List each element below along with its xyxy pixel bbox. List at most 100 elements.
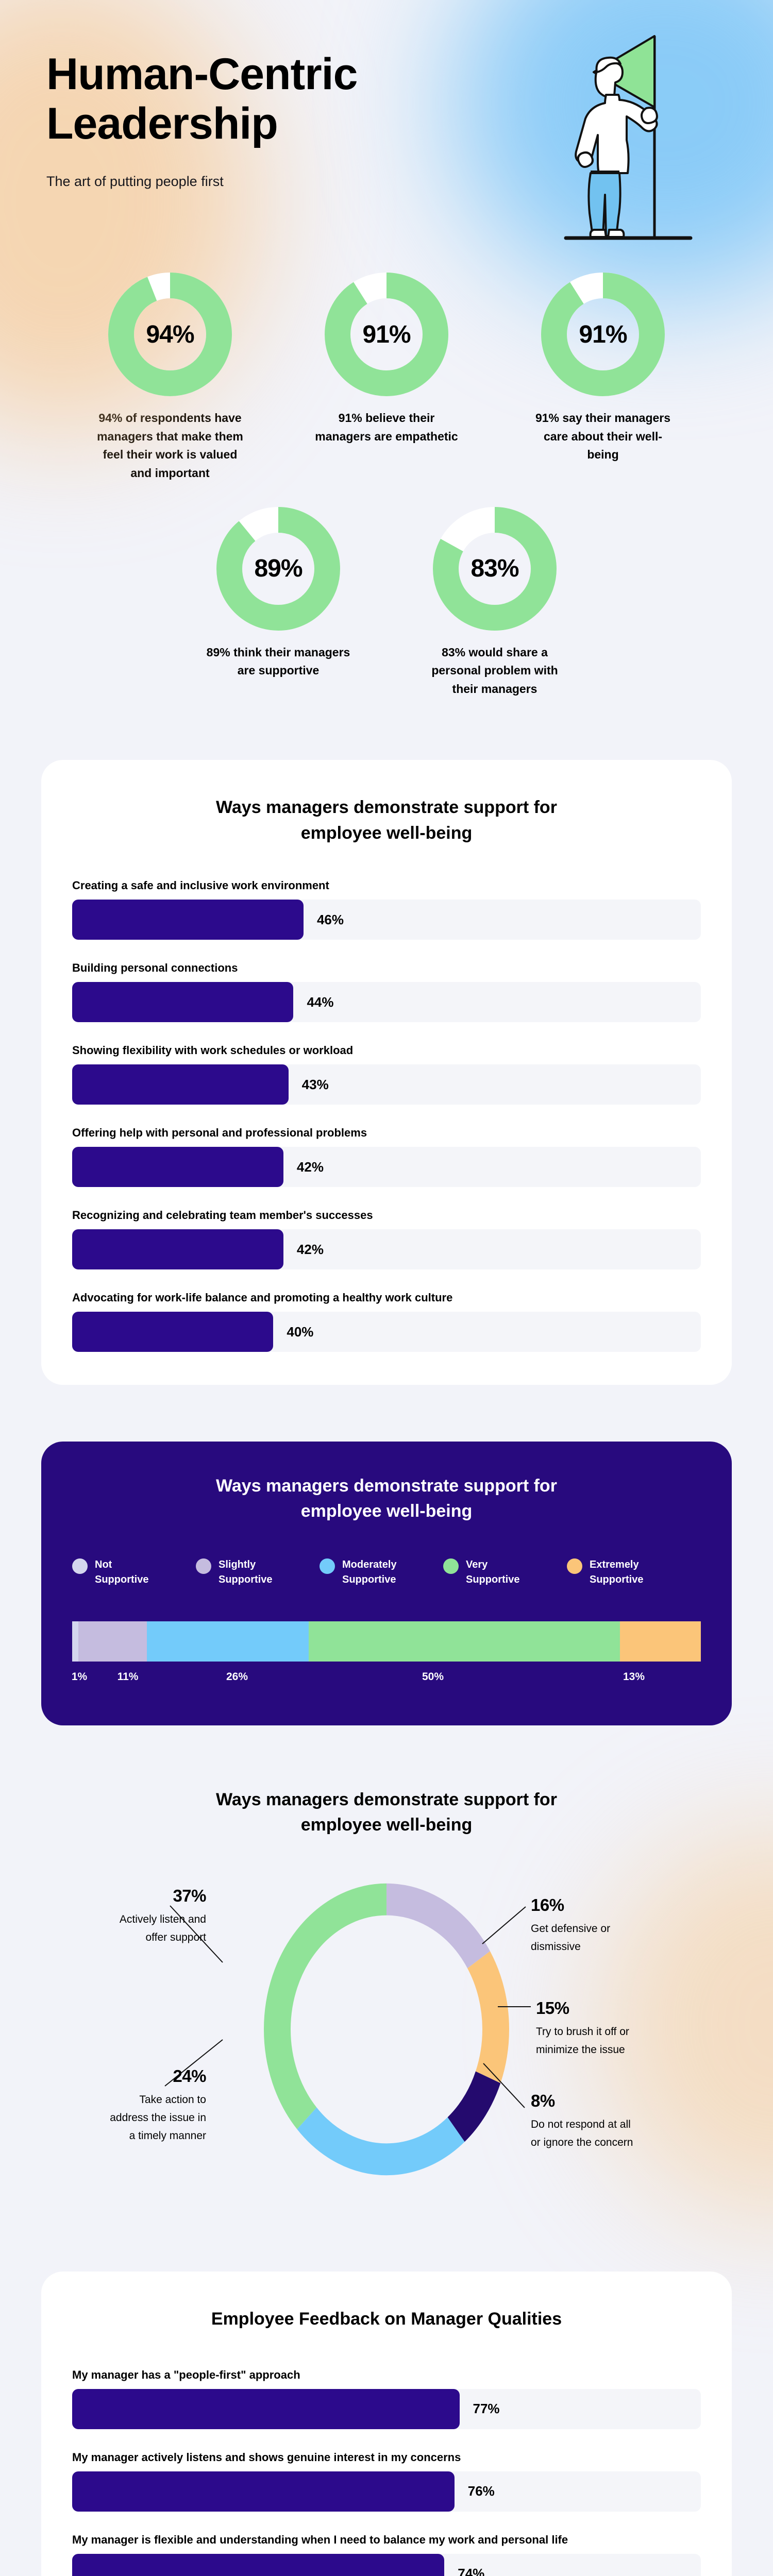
card-title: Ways managers demonstrate support for em… — [216, 1476, 557, 1521]
stat-card-94: 94% 94% of respondents have managers tha… — [95, 270, 245, 483]
donut-callout-8: 8% Do not respond at all or ignore the c… — [531, 2091, 665, 2151]
stacked-segment — [146, 1621, 309, 1662]
bar-label: Building personal connections — [72, 961, 238, 975]
bar-chart-card-feedback: Employee Feedback on Manager Qualities M… — [41, 2272, 732, 2576]
bar-track: 42% — [72, 1229, 701, 1270]
donut-callout-37: 37% Actively listen and offer support — [72, 1886, 207, 1946]
card-title: Ways managers demonstrate support for em… — [216, 798, 557, 843]
bar-value: 74% — [458, 2566, 485, 2576]
stacked-segment — [72, 1621, 79, 1662]
bar-track: 46% — [72, 900, 701, 940]
legend-dot-icon — [196, 1558, 211, 1574]
legend-label: Very Supportive — [466, 1558, 520, 1585]
legend-item: Very Supportive — [443, 1557, 567, 1587]
stat-caption: 91% believe their managers are empatheti… — [315, 411, 458, 443]
donut-value-label: 89% — [254, 555, 303, 583]
legend-item: Moderately Supportive — [320, 1557, 443, 1587]
legend-item: Extremely Supportive — [567, 1557, 691, 1587]
donut-callout-text: Try to brush it off or minimize the issu… — [536, 2026, 629, 2056]
legend: Not Supportive Slightly Supportive Moder… — [72, 1557, 701, 1587]
bar-fill — [72, 982, 294, 1023]
donut-chart-section: Ways managers demonstrate support for em… — [0, 1787, 773, 2215]
bar-row: Recognizing and celebrating team member'… — [72, 1209, 701, 1270]
legend-dot-icon — [567, 1558, 582, 1574]
page-subtitle: The art of putting people first — [46, 173, 224, 189]
donut-chart-91-wellbeing: 91% — [539, 270, 667, 399]
stacked-bar — [72, 1621, 701, 1662]
bar-label: Recognizing and celebrating team member'… — [72, 1209, 373, 1222]
bar-track: 42% — [72, 1147, 701, 1188]
stacked-value: 26% — [226, 1670, 248, 1683]
bar-track: 74% — [72, 2553, 701, 2576]
bar-value: 42% — [296, 1241, 324, 1257]
bar-label: My manager has a "people-first" approach — [72, 2368, 300, 2381]
bar-row: Showing flexibility with work schedules … — [72, 1044, 701, 1105]
donut-chart-94: 94% — [106, 270, 234, 399]
donut-callout-percent: 15% — [536, 1998, 569, 2018]
donut-value-label: 91% — [362, 320, 411, 348]
legend-label: Moderately Supportive — [342, 1558, 397, 1585]
stat-caption: 94% of respondents have managers that ma… — [97, 411, 243, 480]
stacked-segment — [308, 1621, 620, 1662]
donut-callout-percent: 8% — [531, 2091, 555, 2111]
bar-row: My manager is flexible and understanding… — [72, 2533, 701, 2576]
bar-label: Advocating for work-life balance and pro… — [72, 1291, 453, 1304]
donut-value-label: 83% — [470, 555, 519, 583]
bar-row: Building personal connections 44% — [72, 961, 701, 1023]
stacked-value: 13% — [623, 1670, 645, 1683]
bar-label: Offering help with personal and professi… — [72, 1126, 367, 1140]
bar-track: 40% — [72, 1312, 701, 1352]
stat-card-91-wellbeing: 91% 91% say their managers care about th… — [528, 270, 678, 483]
donut-chart-responses — [264, 1884, 509, 2176]
legend-dot-icon — [443, 1558, 459, 1574]
stacked-value: 11% — [117, 1670, 139, 1683]
bar-value: 76% — [467, 2483, 495, 2499]
bar-row: My manager actively listens and shows ge… — [72, 2451, 701, 2512]
stat-caption: 83% would share a personal problem with … — [431, 645, 558, 696]
bar-fill — [72, 1312, 274, 1352]
bar-value: 44% — [307, 994, 334, 1010]
legend-dot-icon — [72, 1558, 88, 1574]
bar-track: 76% — [72, 2471, 701, 2512]
donut-chart-91-empathetic: 91% — [322, 270, 451, 399]
bar-value: 46% — [316, 911, 344, 927]
bar-fill — [72, 900, 304, 940]
bar-label: Showing flexibility with work schedules … — [72, 1044, 354, 1057]
donut-callout-percent: 24% — [173, 2066, 206, 2086]
stat-card-91-empathetic: 91% 91% believe their managers are empat… — [312, 270, 461, 483]
stat-card-89: 89% 89% think their managers are support… — [204, 504, 353, 699]
bar-row: Creating a safe and inclusive work envir… — [72, 879, 701, 940]
bar-label: My manager is flexible and understanding… — [72, 2533, 568, 2546]
card-title: Employee Feedback on Manager Qualities — [211, 2309, 562, 2329]
bar-value: 40% — [287, 1324, 314, 1340]
donut-callout-text: Get defensive or dismissive — [531, 1923, 611, 1953]
bar-value: 42% — [296, 1159, 324, 1175]
donut-callout-16: 16% Get defensive or dismissive — [531, 1895, 665, 1956]
stacked-value: 50% — [422, 1670, 444, 1683]
bar-label: My manager actively listens and shows ge… — [72, 2450, 461, 2464]
stat-caption: 89% think their managers are supportive — [206, 645, 350, 677]
bar-row: My manager has a "people-first" approach… — [72, 2368, 701, 2429]
bar-fill — [72, 1147, 283, 1188]
bar-value: 77% — [473, 2401, 500, 2417]
donut-value-label: 94% — [146, 320, 194, 348]
header: Human-Centric Leadership The art of putt… — [0, 0, 773, 258]
bar-fill — [72, 2388, 460, 2429]
bar-fill — [72, 2553, 445, 2576]
stat-caption: 91% say their managers care about their … — [535, 411, 671, 462]
stacked-segment — [619, 1621, 701, 1662]
donut-chart-89: 89% — [214, 504, 343, 633]
stacked-bar-labels: 1% 11% 26% 50% 13% — [72, 1671, 701, 1696]
stacked-value: 1% — [71, 1670, 88, 1683]
legend-label: Slightly Supportive — [219, 1558, 273, 1585]
legend-item: Not Supportive — [72, 1557, 196, 1587]
legend-label: Extremely Supportive — [590, 1558, 644, 1585]
donut-callout-text: Actively listen and offer support — [119, 1913, 206, 1943]
bar-fill — [72, 1229, 283, 1270]
stacked-bar-card: Ways managers demonstrate support for em… — [41, 1442, 732, 1725]
donut-value-label: 91% — [579, 320, 627, 348]
person-holding-flag-illustration — [564, 35, 693, 240]
section-title: Ways managers demonstrate support for em… — [216, 1789, 557, 1835]
page-title: Human-Centric Leadership — [46, 49, 438, 149]
